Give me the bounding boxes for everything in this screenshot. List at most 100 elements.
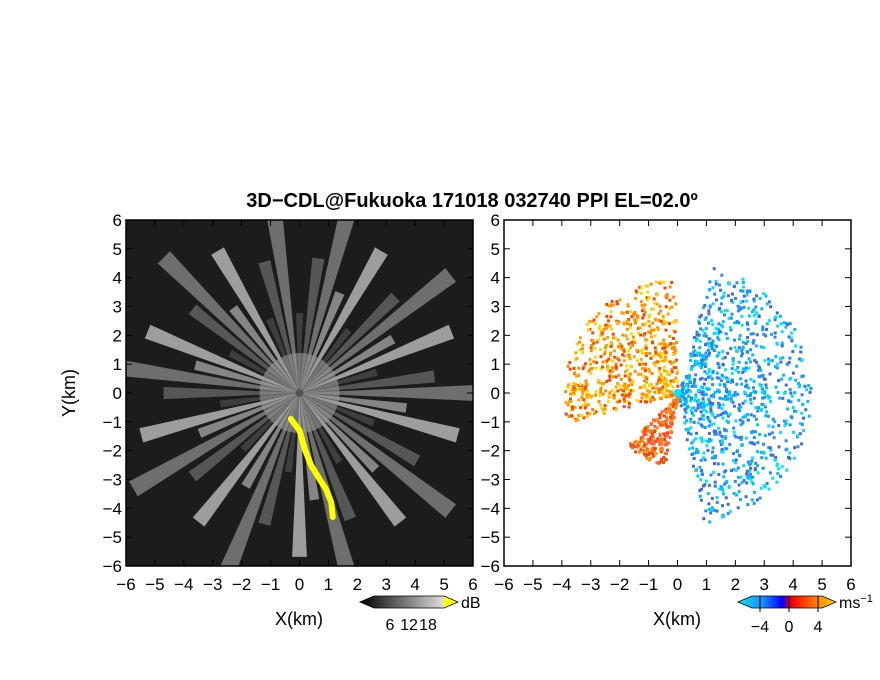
velocity-cell: [676, 380, 680, 384]
velocity-cell: [689, 432, 693, 436]
velocity-cell: [774, 455, 778, 459]
velocity-cell: [663, 380, 667, 384]
velocity-cell: [577, 398, 581, 402]
velocity-cell: [695, 330, 699, 334]
velocity-cell: [663, 286, 667, 290]
velocity-cell: [685, 376, 689, 380]
velocity-cell: [695, 431, 699, 435]
velocity-cell: [654, 318, 658, 322]
velocity-cell: [720, 373, 724, 377]
velocity-cell: [780, 377, 784, 381]
velocity-cell: [647, 453, 651, 457]
velocity-cell: [747, 357, 751, 361]
velocity-cell: [746, 418, 750, 422]
velocity-cell: [777, 445, 781, 449]
velocity-cell: [754, 319, 758, 323]
velocity-cell: [634, 321, 638, 325]
velocity-cell: [662, 392, 666, 396]
velocity-cell: [609, 351, 613, 355]
velocity-cell: [657, 318, 661, 322]
velocity-cell: [756, 368, 760, 372]
velocity-cell: [787, 335, 791, 339]
velocity-cell: [631, 344, 635, 348]
velocity-cell: [705, 410, 709, 414]
velocity-cell: [710, 450, 714, 454]
velocity-colorbar-tick-label: −4: [751, 619, 769, 636]
velocity-cell: [605, 359, 609, 363]
velocity-cell: [647, 296, 651, 300]
velocity-cell: [692, 457, 696, 461]
velocity-cell: [716, 361, 720, 365]
velocity-cell: [625, 310, 629, 314]
velocity-cell: [621, 353, 625, 357]
velocity-cell: [705, 372, 709, 376]
velocity-cell: [663, 346, 667, 350]
velocity-cell: [711, 446, 715, 450]
velocity-cell: [596, 338, 600, 342]
velocity-cell: [733, 296, 737, 300]
velocity-cell: [690, 411, 694, 415]
velocity-cell: [741, 367, 745, 371]
left-y-tick-label: −6: [103, 557, 122, 576]
velocity-cell: [693, 359, 697, 363]
velocity-cell: [601, 330, 605, 334]
velocity-cell: [703, 425, 707, 429]
velocity-cell: [617, 358, 621, 362]
velocity-cell: [740, 314, 744, 318]
velocity-cell: [735, 382, 739, 386]
velocity-cell: [583, 387, 587, 391]
velocity-cell: [611, 332, 615, 336]
velocity-cell: [602, 337, 606, 341]
velocity-cell: [703, 332, 707, 336]
velocity-cell: [726, 380, 730, 384]
velocity-cell: [786, 323, 790, 327]
right-y-tick-label: −6: [481, 557, 500, 576]
velocity-cell: [575, 342, 579, 346]
velocity-cell: [647, 439, 651, 443]
right-y-tick-label: −3: [481, 471, 500, 490]
velocity-cell: [650, 432, 654, 436]
velocity-cell: [718, 430, 722, 434]
velocity-cell: [689, 396, 693, 400]
velocity-cell: [793, 328, 797, 332]
left-y-tick-label: 0: [113, 384, 122, 403]
velocity-cell: [702, 357, 706, 361]
velocity-cell: [749, 391, 753, 395]
velocity-cell: [566, 364, 570, 368]
velocity-cell: [621, 333, 625, 337]
velocity-cell: [720, 450, 724, 454]
velocity-cell: [644, 396, 648, 400]
velocity-cell: [721, 416, 725, 420]
velocity-cell: [735, 319, 739, 323]
velocity-cell: [692, 335, 696, 339]
velocity-cell: [669, 390, 673, 394]
velocity-cell: [707, 312, 711, 316]
velocity-cell: [741, 277, 745, 281]
velocity-cell: [716, 327, 720, 331]
velocity-cell: [663, 437, 667, 441]
velocity-cell: [765, 302, 769, 306]
velocity-cell: [681, 394, 685, 398]
velocity-cell: [650, 452, 654, 456]
velocity-cell: [615, 300, 619, 304]
velocity-cell: [699, 478, 703, 482]
velocity-cell: [727, 316, 731, 320]
velocity-cell: [703, 317, 707, 321]
velocity-cell: [609, 310, 613, 314]
velocity-cell: [719, 379, 723, 383]
velocity-cell: [732, 430, 736, 434]
velocity-cell: [670, 367, 674, 371]
velocity-cell: [719, 288, 723, 292]
velocity-cell: [654, 439, 658, 443]
velocity-cell: [671, 414, 675, 418]
velocity-cell: [730, 394, 734, 398]
velocity-cell: [763, 395, 767, 399]
velocity-cell: [743, 369, 747, 373]
velocity-cell: [763, 359, 767, 363]
velocity-cell: [715, 298, 719, 302]
velocity-cell: [771, 425, 775, 429]
velocity-cell: [679, 404, 683, 408]
velocity-cell: [707, 431, 711, 435]
velocity-cell: [642, 432, 646, 436]
